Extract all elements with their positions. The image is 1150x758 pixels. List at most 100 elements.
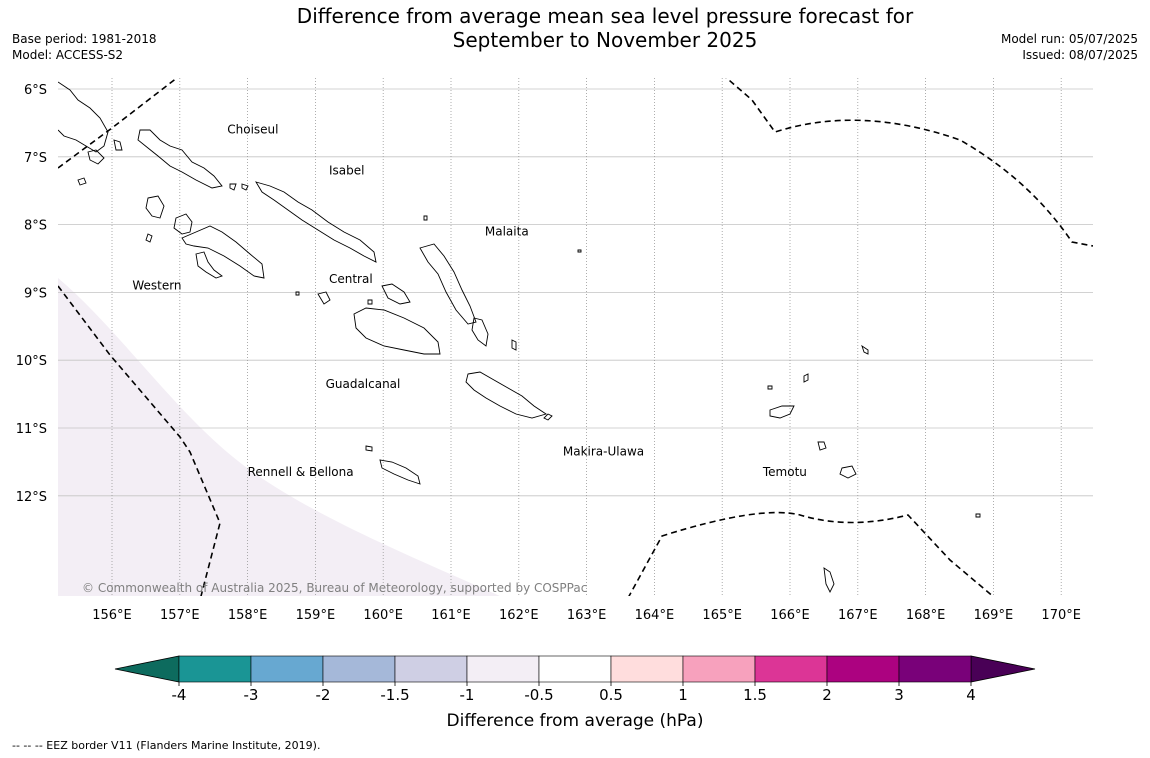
lon-label: 163°E bbox=[567, 608, 607, 623]
colorbar-segment bbox=[538, 655, 612, 683]
lat-label: 10°S bbox=[16, 354, 47, 369]
eez-line-south bbox=[628, 511, 994, 596]
colorbar-segment bbox=[682, 655, 756, 683]
colorbar-segment bbox=[394, 655, 468, 683]
island-new-georgia bbox=[181, 225, 265, 279]
lon-label: 157°E bbox=[160, 608, 200, 623]
province-label: Malaita bbox=[485, 224, 529, 238]
province-label: Choiseul bbox=[227, 123, 278, 137]
island-santa-isabel-islet bbox=[423, 215, 428, 221]
province-label: Rennell & Bellona bbox=[248, 465, 354, 479]
island-islet-a bbox=[77, 177, 87, 186]
longitude-labels: 156°E 157°E 158°E 159°E 160°E 161°E 162°E 163°E… bbox=[92, 608, 1081, 623]
island-shortland bbox=[113, 139, 123, 151]
colorbar-segment bbox=[610, 655, 684, 683]
island-guadalcanal bbox=[353, 307, 441, 355]
island-treasury bbox=[145, 233, 153, 243]
island-bellona bbox=[365, 445, 373, 452]
lon-label: 159°E bbox=[296, 608, 336, 623]
colorbar-tick-label: 1 bbox=[678, 686, 688, 704]
lon-label: 160°E bbox=[363, 608, 403, 623]
graticule bbox=[58, 78, 1093, 596]
island-rendova bbox=[195, 251, 223, 279]
colorbar-under-arrow bbox=[114, 655, 180, 683]
colorbar-tick-label: -0.5 bbox=[524, 686, 553, 704]
island-vanikoro bbox=[839, 465, 857, 479]
colorbar-tick-label: -2 bbox=[316, 686, 331, 704]
colorbar-label: Difference from average (hPa) bbox=[447, 711, 704, 731]
eez-line-southwest bbox=[58, 285, 221, 596]
island-ramos bbox=[229, 183, 237, 191]
island-ontong-java bbox=[543, 413, 553, 421]
island-ulawa bbox=[511, 339, 517, 351]
meta-left: Base period: 1981-2018 Model: ACCESS-S2 bbox=[12, 31, 157, 63]
province-label: Isabel bbox=[329, 163, 364, 177]
lon-label: 166°E bbox=[770, 608, 810, 623]
lat-label: 12°S bbox=[16, 490, 47, 505]
colorbar-segment bbox=[898, 655, 972, 683]
colorbar-tick-label: 1.5 bbox=[743, 686, 767, 704]
province-label: Central bbox=[329, 272, 373, 286]
island-tikopia bbox=[975, 513, 981, 518]
lat-label: 8°S bbox=[24, 219, 47, 234]
island-kolombangara bbox=[173, 213, 193, 235]
island-small-malaita bbox=[471, 317, 489, 347]
province-label: Western bbox=[132, 279, 181, 293]
model-name: Model: ACCESS-S2 bbox=[12, 48, 124, 62]
lon-label: 156°E bbox=[92, 608, 132, 623]
colorbar-tick-label: -1 bbox=[460, 686, 475, 704]
lon-label: 161°E bbox=[431, 608, 471, 623]
anomaly-shading bbox=[58, 278, 500, 596]
model-run: Model run: 05/07/2025 bbox=[1000, 32, 1138, 46]
province-label: Makira-Ulawa bbox=[563, 445, 644, 459]
colorbar-tick-label: -4 bbox=[172, 686, 187, 704]
island-tinakula bbox=[767, 385, 773, 390]
island-makira bbox=[465, 371, 548, 419]
lat-label: 7°S bbox=[24, 151, 47, 166]
island-gizo bbox=[241, 183, 249, 191]
lon-label: 170°E bbox=[1041, 608, 1081, 623]
colorbar-tick-label: 3 bbox=[894, 686, 904, 704]
colorbar-tick-label: -1.5 bbox=[380, 686, 409, 704]
province-label: Temotu bbox=[762, 465, 807, 479]
island-savo bbox=[367, 299, 373, 305]
province-label: Guadalcanal bbox=[326, 377, 401, 391]
island-sikaiana bbox=[577, 249, 582, 253]
lon-label: 162°E bbox=[499, 608, 539, 623]
lon-label: 165°E bbox=[702, 608, 742, 623]
island-bougainville-south bbox=[87, 149, 105, 165]
chart-title: Difference from average mean sea level p… bbox=[250, 4, 960, 52]
base-period: Base period: 1981-2018 bbox=[12, 32, 157, 46]
colorbar-segment bbox=[754, 655, 828, 683]
island-russell bbox=[317, 291, 331, 305]
island-vella-lavella bbox=[145, 195, 165, 219]
colorbar-segment bbox=[250, 655, 324, 683]
title-line-2: September to November 2025 bbox=[452, 28, 758, 52]
lon-label: 164°E bbox=[635, 608, 675, 623]
island-duff bbox=[861, 344, 869, 355]
colorbar: -4 -3 -2 -1.5 -1 -0.5 0.5 1 1.5 2 3 4 bbox=[114, 655, 1036, 704]
colorbar-tick-label: -3 bbox=[244, 686, 259, 704]
lat-label: 11°S bbox=[16, 422, 47, 437]
eez-border bbox=[58, 78, 1093, 596]
coastlines bbox=[58, 81, 981, 594]
colorbar-segment bbox=[322, 655, 396, 683]
colorbar-segment bbox=[466, 655, 540, 683]
island-choiseul bbox=[137, 129, 223, 189]
colorbar-tick-label: 2 bbox=[822, 686, 832, 704]
lon-label: 169°E bbox=[974, 608, 1014, 623]
lon-label: 158°E bbox=[228, 608, 268, 623]
island-anuta bbox=[823, 567, 835, 594]
latitude-labels: 6°S 7°S 8°S 9°S 10°S 11°S 12°S bbox=[16, 83, 47, 505]
island-santa-cruz bbox=[769, 405, 795, 419]
lon-label: 167°E bbox=[838, 608, 878, 623]
eez-line-northeast bbox=[725, 78, 1093, 247]
island-utupua bbox=[817, 441, 827, 451]
lon-label: 168°E bbox=[906, 608, 946, 623]
colorbar-segment bbox=[178, 655, 252, 683]
island-reef-islands bbox=[803, 373, 809, 383]
island-malaita bbox=[419, 243, 477, 325]
colorbar-tick-label: 4 bbox=[966, 686, 976, 704]
island-isabel bbox=[255, 181, 377, 263]
